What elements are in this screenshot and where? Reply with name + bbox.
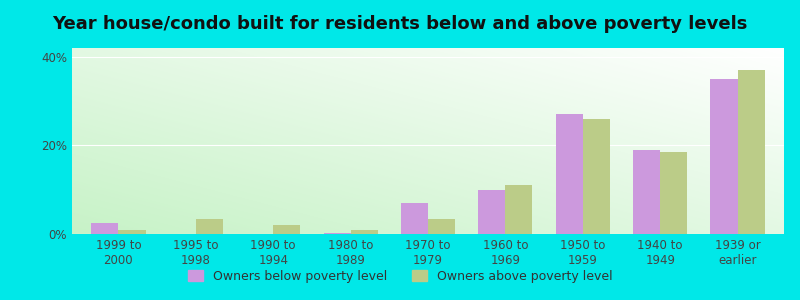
Bar [738, 70, 765, 234]
Bar [506, 185, 533, 234]
Bar [660, 152, 687, 234]
Legend: Owners below poverty level, Owners above poverty level: Owners below poverty level, Owners above… [182, 265, 618, 288]
Bar [428, 218, 455, 234]
Bar [118, 230, 146, 234]
Text: Year house/condo built for residents below and above poverty levels: Year house/condo built for residents bel… [52, 15, 748, 33]
Bar [401, 203, 428, 234]
Bar [478, 190, 506, 234]
Bar [91, 223, 118, 234]
Bar [710, 79, 738, 234]
Bar [582, 119, 610, 234]
Bar [274, 225, 300, 234]
Bar [633, 150, 660, 234]
Bar [196, 218, 223, 234]
Bar [323, 233, 350, 234]
Bar [350, 230, 378, 234]
Bar [556, 114, 582, 234]
